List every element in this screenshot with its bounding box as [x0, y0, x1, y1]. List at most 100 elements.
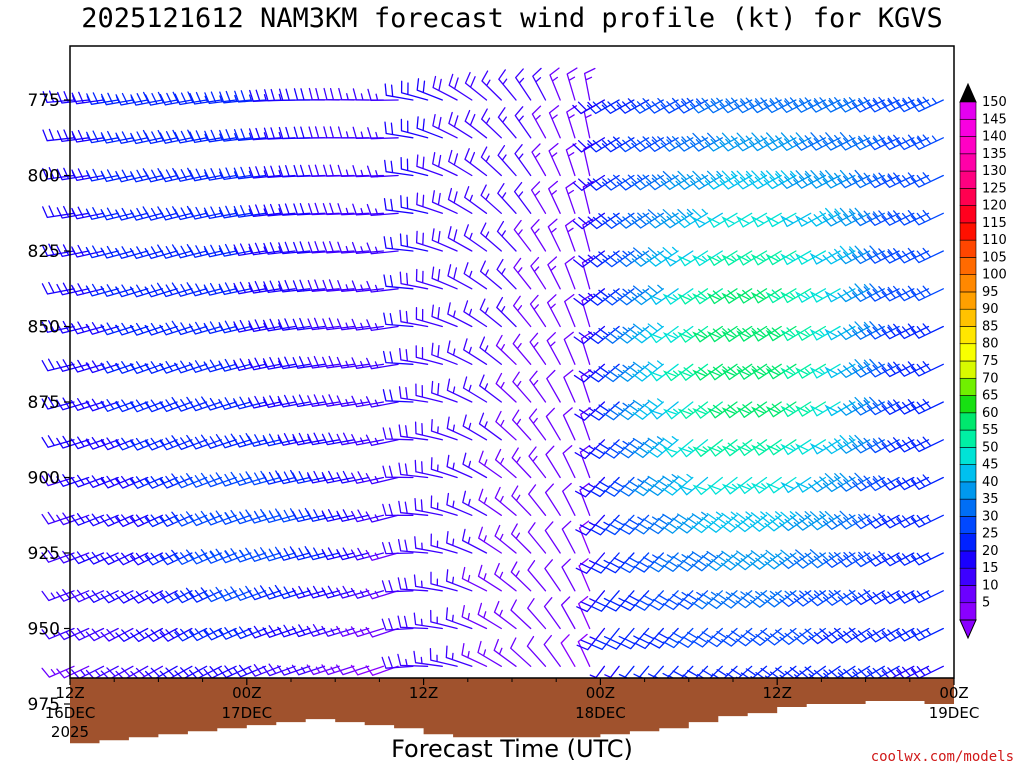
wind-barb — [262, 663, 296, 677]
wind-barb — [514, 106, 532, 139]
wind-barb — [248, 242, 281, 256]
wind-barb — [461, 528, 488, 554]
wind-barb — [432, 113, 458, 139]
wind-barb — [203, 627, 237, 641]
wind-barb — [896, 552, 930, 566]
wind-barb — [447, 264, 473, 290]
wind-barb — [677, 250, 709, 267]
wind-barb — [896, 134, 930, 151]
wind-barb — [398, 424, 429, 441]
colorbar-cell — [959, 326, 977, 345]
wind-barb — [278, 279, 311, 293]
colorbar-label: 110 — [982, 233, 1007, 248]
wind-barb — [100, 92, 134, 106]
wind-barb — [204, 91, 237, 105]
wind-barb — [365, 396, 399, 408]
wind-barb — [601, 136, 635, 153]
wind-barb — [159, 627, 193, 642]
wind-barb — [881, 665, 915, 680]
wind-barb — [706, 511, 738, 533]
wind-barb — [513, 257, 532, 290]
wind-barb — [70, 513, 105, 526]
wind-barb — [397, 653, 429, 667]
wind-barb — [247, 664, 281, 677]
wind-barb — [548, 142, 561, 177]
colorbar-label: 25 — [982, 527, 999, 542]
wind-barb — [498, 69, 517, 101]
wind-barb — [896, 323, 930, 340]
wind-barb — [351, 241, 385, 254]
wind-barb — [706, 212, 738, 228]
wind-barb — [590, 590, 620, 612]
wind-barb — [174, 627, 208, 642]
wind-barb — [780, 439, 812, 456]
wind-barb — [764, 627, 797, 646]
wind-barb — [852, 627, 885, 643]
wind-barb — [866, 550, 900, 567]
wind-barb — [822, 551, 856, 568]
wind-barb — [822, 434, 856, 455]
wind-barb — [866, 361, 900, 378]
wind-barb — [604, 552, 635, 574]
wind-barb — [414, 459, 443, 479]
wind-barb — [144, 399, 178, 413]
wind-barb — [365, 511, 399, 523]
wind-barb — [497, 183, 517, 214]
wind-barb — [881, 172, 915, 188]
wind-barb — [808, 627, 841, 645]
wind-barb — [336, 664, 370, 676]
wind-barb — [566, 67, 578, 101]
wind-barb — [263, 203, 296, 217]
wind-barb — [617, 323, 650, 344]
wind-barb — [527, 560, 547, 592]
wind-barb — [706, 250, 738, 266]
wind-barb — [249, 89, 281, 103]
wind-barb — [660, 208, 694, 229]
wind-barb — [564, 256, 576, 290]
wind-barb — [822, 245, 856, 265]
wind-barb — [144, 514, 178, 528]
wind-barb — [415, 268, 443, 290]
wind-barb — [545, 445, 561, 479]
wind-barb — [203, 472, 237, 488]
wind-barb — [587, 174, 620, 191]
wind-barb — [910, 247, 944, 264]
wind-barb — [515, 68, 532, 101]
wind-barb — [662, 552, 694, 572]
wind-barb — [896, 436, 930, 453]
y-tick-label: 800 — [28, 167, 60, 187]
wind-barb — [219, 129, 252, 142]
wind-barb — [602, 325, 635, 344]
wind-barb — [56, 474, 90, 487]
wind-barb — [448, 149, 473, 177]
wind-barb — [463, 300, 488, 328]
wind-barb — [478, 412, 502, 441]
wind-barb — [881, 437, 915, 453]
wind-barb — [100, 590, 134, 604]
wind-barb — [477, 564, 502, 592]
wind-barb — [543, 634, 561, 667]
wind-barb — [384, 121, 414, 139]
wind-barb — [493, 638, 517, 667]
wind-barb — [548, 105, 561, 139]
wind-barb — [464, 71, 488, 101]
wind-barb — [548, 180, 561, 214]
colorbar-over-triangle — [959, 82, 977, 103]
wind-barb — [367, 88, 399, 102]
wind-barb — [204, 129, 237, 143]
wind-barb — [603, 476, 635, 497]
wind-barb — [602, 288, 635, 306]
wind-barb — [56, 589, 90, 602]
wind-barb — [431, 342, 458, 365]
wind-barb — [852, 321, 885, 340]
wind-barb — [144, 552, 178, 566]
wind-barb — [544, 559, 561, 592]
wind-barb — [617, 285, 650, 306]
wind-barb — [546, 369, 561, 403]
wind-barb — [721, 363, 753, 381]
wind-barb — [100, 552, 134, 566]
wind-barb — [691, 590, 723, 610]
wind-barb — [720, 511, 753, 533]
wind-barb — [566, 105, 578, 139]
wind-barb — [430, 457, 458, 479]
